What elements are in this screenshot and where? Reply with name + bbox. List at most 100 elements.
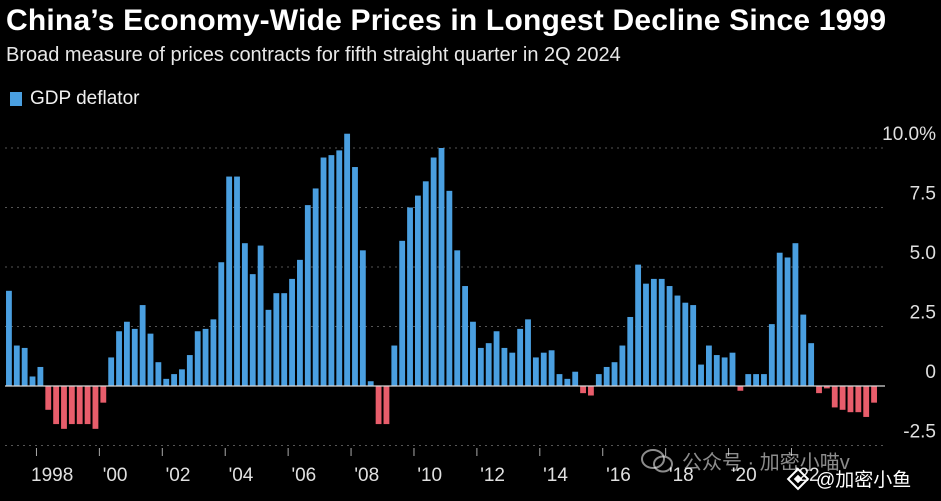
bar	[525, 319, 531, 386]
x-tick-label: '10	[417, 465, 442, 486]
bar	[501, 347, 508, 386]
bar	[45, 386, 52, 410]
bar	[588, 386, 594, 396]
bar	[186, 355, 193, 386]
chart-subtitle: Broad measure of prices contracts for fi…	[6, 44, 621, 66]
x-tick-label: '04	[229, 465, 254, 486]
bar	[147, 333, 154, 386]
bar	[808, 343, 815, 386]
bar	[414, 195, 421, 386]
bar	[619, 345, 626, 386]
bar	[698, 364, 704, 386]
y-tick-label: 7.5	[910, 184, 936, 205]
bar	[737, 386, 744, 391]
bar	[611, 362, 618, 386]
bar	[234, 176, 240, 386]
bar	[328, 155, 335, 386]
bar	[470, 321, 476, 386]
bar	[68, 386, 75, 425]
bar	[580, 386, 586, 394]
bar	[477, 347, 484, 386]
bar	[532, 357, 539, 386]
bar	[863, 386, 870, 417]
bar	[194, 331, 201, 386]
y-tick-label: 0	[925, 362, 936, 383]
bar	[816, 386, 822, 394]
bar	[179, 369, 185, 386]
diamond-logo-icon	[786, 467, 810, 490]
bar	[391, 345, 398, 386]
bar	[666, 286, 673, 386]
bar	[53, 386, 60, 425]
x-tick-label: '02	[166, 465, 191, 486]
bar	[367, 381, 374, 386]
bar	[438, 148, 445, 386]
bar	[745, 374, 752, 386]
bar	[446, 190, 453, 386]
bar	[304, 205, 311, 386]
bar	[761, 374, 767, 386]
bar	[485, 343, 492, 386]
bar	[643, 283, 649, 386]
bar	[312, 188, 319, 386]
bar	[690, 305, 697, 386]
bar	[21, 347, 28, 386]
bar	[131, 328, 138, 386]
chart-title: China’s Economy-Wide Prices in Longest D…	[6, 4, 887, 37]
bar	[627, 316, 634, 386]
bar	[753, 374, 760, 386]
watermark-badge-text: @加密小鱼	[816, 470, 912, 491]
bar	[422, 181, 429, 386]
watermark-text: 公众号 · 加密小喵v	[682, 452, 850, 474]
x-tick-label: '00	[103, 465, 128, 486]
bar	[674, 295, 681, 386]
bar	[603, 366, 610, 386]
bar	[556, 374, 563, 386]
bar	[6, 290, 12, 386]
bar	[76, 386, 83, 425]
x-tick-label: '18	[669, 465, 694, 486]
watermark: 公众号 · 加密小喵v	[640, 446, 850, 475]
bar	[171, 374, 178, 386]
bar	[100, 386, 107, 403]
bar	[297, 259, 303, 386]
bar	[375, 386, 382, 425]
bar	[281, 293, 288, 386]
bar	[721, 357, 728, 386]
bar	[265, 309, 272, 386]
bar	[564, 378, 571, 386]
bar	[595, 374, 602, 386]
bar	[784, 257, 791, 386]
bar	[823, 386, 830, 389]
bar	[226, 176, 233, 386]
bar	[658, 278, 665, 386]
bar	[792, 243, 799, 386]
bar	[155, 362, 162, 386]
bar	[399, 240, 406, 386]
x-tick-label: '06	[291, 465, 316, 486]
x-tick-label: '08	[354, 465, 379, 486]
bar	[336, 150, 343, 386]
bar	[682, 302, 689, 386]
bar	[320, 157, 327, 386]
bar	[273, 293, 280, 386]
bar	[430, 157, 437, 386]
x-tick-label: '12	[480, 465, 505, 486]
bar	[509, 352, 516, 386]
bar	[871, 386, 877, 403]
bar	[163, 378, 170, 386]
bar	[289, 278, 295, 386]
bar	[359, 250, 366, 386]
bar	[29, 376, 36, 386]
bar	[407, 207, 413, 386]
y-tick-label: 10.0%	[882, 124, 936, 145]
bar	[847, 386, 854, 413]
bar	[729, 352, 736, 386]
bar	[839, 386, 846, 410]
bar	[713, 355, 720, 386]
legend: GDP deflator	[10, 88, 139, 110]
x-tick-label: '16	[606, 465, 631, 486]
bar	[635, 264, 642, 386]
bar	[210, 319, 217, 386]
